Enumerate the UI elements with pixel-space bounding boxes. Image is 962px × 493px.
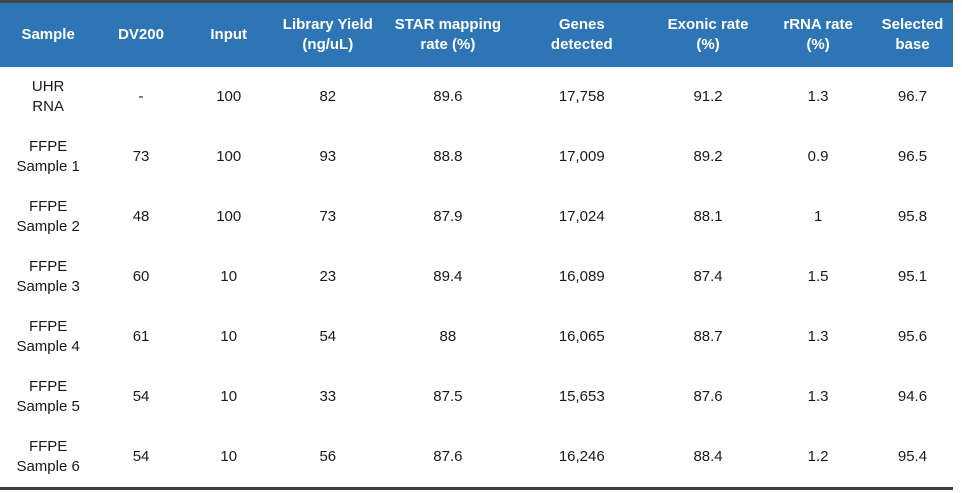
table-row: FFPE Sample 6 54 10 56 87.6 16,246 88.4 … bbox=[0, 427, 953, 487]
cell-selected-base: 95.8 bbox=[871, 187, 953, 247]
cell-input: 100 bbox=[185, 67, 272, 127]
cell-star-mapping-rate: 88.8 bbox=[384, 127, 512, 187]
cell-star-mapping-rate: 89.4 bbox=[384, 247, 512, 307]
column-header-genes-detected: Genes detected bbox=[511, 3, 652, 67]
cell-selected-base: 96.7 bbox=[871, 67, 953, 127]
cell-exonic-rate: 89.2 bbox=[651, 127, 765, 187]
cell-dv200: 54 bbox=[96, 427, 186, 487]
table-row: FFPE Sample 4 61 10 54 88 16,065 88.7 1.… bbox=[0, 307, 953, 367]
cell-sample: FFPE Sample 6 bbox=[0, 427, 97, 487]
cell-exonic-rate: 88.4 bbox=[651, 427, 765, 487]
cell-input: 10 bbox=[185, 427, 272, 487]
cell-star-mapping-rate: 87.6 bbox=[384, 427, 512, 487]
cell-input: 10 bbox=[185, 307, 272, 367]
cell-selected-base: 95.4 bbox=[871, 427, 953, 487]
cell-rrna-rate: 1 bbox=[764, 187, 872, 247]
cell-star-mapping-rate: 89.6 bbox=[384, 67, 512, 127]
cell-library-yield: 54 bbox=[271, 307, 385, 367]
cell-exonic-rate: 88.7 bbox=[651, 307, 765, 367]
cell-selected-base: 96.5 bbox=[871, 127, 953, 187]
cell-library-yield: 82 bbox=[271, 67, 385, 127]
table-row: FFPE Sample 3 60 10 23 89.4 16,089 87.4 … bbox=[0, 247, 953, 307]
cell-rrna-rate: 1.2 bbox=[764, 427, 872, 487]
cell-exonic-rate: 87.4 bbox=[651, 247, 765, 307]
cell-input: 10 bbox=[185, 247, 272, 307]
cell-library-yield: 93 bbox=[271, 127, 385, 187]
table-row: FFPE Sample 2 48 100 73 87.9 17,024 88.1… bbox=[0, 187, 953, 247]
column-header-input: Input bbox=[185, 3, 272, 67]
cell-genes-detected: 16,089 bbox=[511, 247, 652, 307]
cell-exonic-rate: 88.1 bbox=[651, 187, 765, 247]
cell-selected-base: 95.6 bbox=[871, 307, 953, 367]
cell-selected-base: 95.1 bbox=[871, 247, 953, 307]
cell-star-mapping-rate: 87.5 bbox=[384, 367, 512, 427]
cell-sample: FFPE Sample 1 bbox=[0, 127, 97, 187]
cell-star-mapping-rate: 87.9 bbox=[384, 187, 512, 247]
column-header-dv200: DV200 bbox=[96, 3, 186, 67]
cell-rrna-rate: 0.9 bbox=[764, 127, 872, 187]
column-header-exonic-rate: Exonic rate (%) bbox=[651, 3, 765, 67]
column-header-rrna-rate: rRNA rate (%) bbox=[764, 3, 872, 67]
cell-genes-detected: 15,653 bbox=[511, 367, 652, 427]
cell-sample: FFPE Sample 4 bbox=[0, 307, 97, 367]
column-header-star-mapping-rate: STAR mapping rate (%) bbox=[384, 3, 512, 67]
cell-dv200: 48 bbox=[96, 187, 186, 247]
cell-library-yield: 23 bbox=[271, 247, 385, 307]
qc-table: Sample DV200 Input Library Yield (ng/uL)… bbox=[0, 3, 953, 487]
cell-selected-base: 94.6 bbox=[871, 367, 953, 427]
cell-input: 100 bbox=[185, 127, 272, 187]
cell-exonic-rate: 87.6 bbox=[651, 367, 765, 427]
cell-dv200: 61 bbox=[96, 307, 186, 367]
cell-dv200: 73 bbox=[96, 127, 186, 187]
table-row: UHR RNA - 100 82 89.6 17,758 91.2 1.3 96… bbox=[0, 67, 953, 127]
cell-library-yield: 33 bbox=[271, 367, 385, 427]
cell-dv200: 54 bbox=[96, 367, 186, 427]
table-row: FFPE Sample 1 73 100 93 88.8 17,009 89.2… bbox=[0, 127, 953, 187]
column-header-library-yield: Library Yield (ng/uL) bbox=[271, 3, 385, 67]
cell-library-yield: 73 bbox=[271, 187, 385, 247]
cell-rrna-rate: 1.3 bbox=[764, 367, 872, 427]
cell-genes-detected: 17,024 bbox=[511, 187, 652, 247]
table-row: FFPE Sample 5 54 10 33 87.5 15,653 87.6 … bbox=[0, 367, 953, 427]
cell-genes-detected: 17,758 bbox=[511, 67, 652, 127]
cell-sample: FFPE Sample 3 bbox=[0, 247, 97, 307]
cell-genes-detected: 17,009 bbox=[511, 127, 652, 187]
cell-star-mapping-rate: 88 bbox=[384, 307, 512, 367]
cell-library-yield: 56 bbox=[271, 427, 385, 487]
cell-sample: UHR RNA bbox=[0, 67, 97, 127]
table-header-row: Sample DV200 Input Library Yield (ng/uL)… bbox=[0, 3, 953, 67]
cell-exonic-rate: 91.2 bbox=[651, 67, 765, 127]
column-header-selected-base: Selected base bbox=[871, 3, 953, 67]
cell-dv200: 60 bbox=[96, 247, 186, 307]
column-header-sample: Sample bbox=[0, 3, 97, 67]
cell-sample: FFPE Sample 2 bbox=[0, 187, 97, 247]
cell-rrna-rate: 1.3 bbox=[764, 307, 872, 367]
cell-rrna-rate: 1.3 bbox=[764, 67, 872, 127]
cell-input: 10 bbox=[185, 367, 272, 427]
cell-input: 100 bbox=[185, 187, 272, 247]
cell-rrna-rate: 1.5 bbox=[764, 247, 872, 307]
cell-sample: FFPE Sample 5 bbox=[0, 367, 97, 427]
cell-genes-detected: 16,246 bbox=[511, 427, 652, 487]
cell-genes-detected: 16,065 bbox=[511, 307, 652, 367]
cell-dv200: - bbox=[96, 67, 186, 127]
